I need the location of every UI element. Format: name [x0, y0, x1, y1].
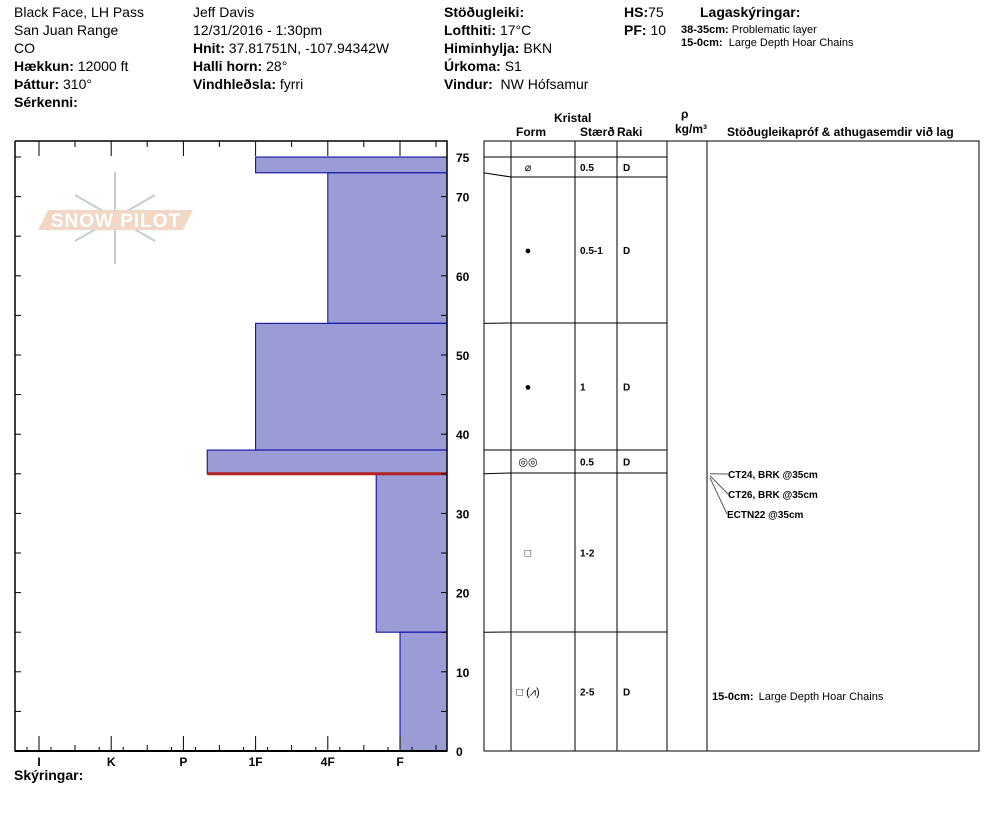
mountain-range: San Juan Range — [14, 22, 119, 38]
grain-size: 0.5 — [580, 163, 594, 174]
observer: Jeff Davis — [193, 4, 255, 20]
slope-angle: Halli horn: 28° — [193, 58, 288, 74]
header-form: Form — [516, 125, 546, 139]
hardness-tick-label: 1F — [249, 755, 263, 769]
header-density: kg/m³ — [675, 122, 708, 136]
precipitation: Úrkoma: S1 — [444, 58, 522, 74]
depth-connector — [483, 172, 512, 178]
test-pointer — [709, 475, 729, 495]
depth-tick-label: 50 — [456, 349, 470, 363]
layer-comment: 15-0cm: Large Depth Hoar Chains — [712, 691, 884, 703]
test-pointer — [709, 477, 728, 515]
aspect: Þáttur: 310° — [14, 76, 92, 92]
header-moisture: Raki — [617, 125, 643, 139]
header-crystal: Kristal — [554, 111, 592, 125]
stability-test: CT26, BRK @35cm — [728, 490, 818, 501]
grain-form: ● — [525, 245, 532, 257]
wind-loading: Vindhleðsla: fyrri — [193, 76, 304, 92]
moisture: D — [623, 458, 630, 469]
depth-tick-label: 0 — [456, 745, 463, 759]
hs: HS:75 — [624, 4, 664, 20]
depth-tick-label: 10 — [456, 666, 470, 680]
grain-size: 1-2 — [580, 549, 595, 560]
grain-form: ◎◎ — [518, 457, 537, 469]
sky-cover: Himinhylja: BKN — [444, 40, 553, 56]
hardness-layer-bar — [206, 449, 448, 475]
grain-form: ⌀ — [525, 162, 532, 174]
snowpilot-logo: SNOW PILOT — [38, 172, 193, 264]
layer-table: ⌀ 0.5 D ● 0.5-1 D ● 1 D ◎◎ 0.5 D □ 1-2 □ (⩘) 2-5 D CT24, … — [483, 140, 980, 752]
coordinates: Hnit: 37.81751N, -107.94342W — [193, 40, 390, 56]
features-label: Sérkenni: — [14, 94, 78, 110]
wind: Vindur: NW Hófsamur — [444, 76, 589, 92]
header-rho: ρ — [681, 107, 689, 121]
depth-tick-label: 70 — [456, 191, 470, 205]
elevation: Hækkun: 12000 ft — [14, 58, 129, 74]
air-temp: Lofthiti: 17°C — [444, 22, 532, 38]
hardness-tick-label: P — [179, 755, 187, 769]
grain-size: 1 — [580, 383, 586, 394]
depth-connector — [483, 472, 512, 475]
hardness-tick-label: K — [107, 755, 116, 769]
moisture: D — [623, 383, 630, 394]
datetime: 12/31/2016 - 1:30pm — [193, 22, 323, 38]
header-size: Stærð — [580, 125, 615, 139]
logo-text: SNOW PILOT — [51, 211, 181, 232]
stability-label: Stöðugleiki: — [444, 4, 525, 20]
layer-note: 15-0cm: Large Depth Hoar Chains — [681, 37, 854, 49]
grain-size: 0.5 — [580, 458, 594, 469]
hardness-layer-bar — [255, 322, 448, 451]
hardness-layer-bar — [327, 172, 448, 324]
moisture: D — [623, 246, 630, 257]
hardness-tick-label: I — [37, 755, 40, 769]
hardness-layer-bar — [399, 631, 448, 752]
layer-note: 38-35cm: Problematic layer — [681, 24, 817, 36]
depth-tick-label: 75 — [456, 151, 470, 165]
grain-size: 0.5-1 — [580, 246, 603, 257]
depth-tick-label: 40 — [456, 428, 470, 442]
pf: PF: 10 — [624, 22, 667, 38]
legend-label: Skýringar: — [14, 767, 84, 783]
grain-form: □ (⩘) — [516, 687, 539, 699]
depth-tick-label: 60 — [456, 270, 470, 284]
depth-tick-label: 20 — [456, 587, 470, 601]
hardness-layer-bar — [255, 156, 448, 174]
stability-test: CT24, BRK @35cm — [728, 470, 818, 481]
location: Black Face, LH Pass — [14, 4, 144, 20]
hardness-chart: I K P 1F 4F F 0 10 20 30 40 50 60 70 75 — [14, 140, 470, 769]
comment-text: Large Depth Hoar Chains — [759, 691, 884, 703]
hardness-tick-label: 4F — [321, 755, 335, 769]
grain-form: □ — [525, 548, 532, 560]
state: CO — [14, 40, 35, 56]
hardness-tick-label: F — [396, 755, 403, 769]
moisture: D — [623, 688, 630, 699]
moisture: D — [623, 163, 630, 174]
comment-range: 15-0cm: — [712, 691, 754, 703]
grain-size: 2-5 — [580, 688, 595, 699]
hardness-layer-bar — [375, 473, 448, 633]
layer-notes-label: Lagaskýringar: — [700, 4, 801, 20]
table-frame — [483, 140, 980, 752]
stability-test: ECTN22 @35cm — [727, 510, 804, 521]
grain-form: ● — [525, 382, 532, 394]
header-comments: Stöðugleikapróf & athugasemdir við lag — [727, 125, 954, 139]
depth-tick-label: 30 — [456, 507, 470, 521]
